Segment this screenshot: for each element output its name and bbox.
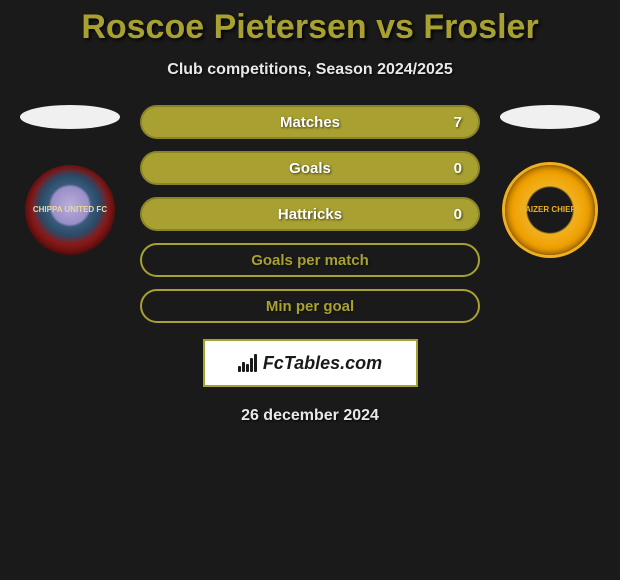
date-text: 26 december 2024 [241, 407, 379, 425]
subtitle: Club competitions, Season 2024/2025 [167, 61, 452, 79]
player1-avatar-placeholder [20, 105, 120, 129]
stat-row-goals: Goals 0 [140, 151, 480, 185]
comparison-container: Roscoe Pietersen vs Frosler Club competi… [0, 0, 620, 580]
player2-avatar-placeholder [500, 105, 600, 129]
bar-chart-icon [238, 354, 257, 372]
team2-badge-label: KAIZER CHIEFS [519, 206, 580, 215]
team1-badge: CHIPPA UNITED FC [25, 165, 115, 255]
main-comparison-area: CHIPPA UNITED FC Matches 7 Goals 0 Hattr… [0, 105, 620, 323]
stat-row-hattricks: Hattricks 0 [140, 197, 480, 231]
stat-row-min-per-goal: Min per goal [140, 289, 480, 323]
player1-name: Roscoe Pietersen [81, 8, 366, 46]
stat-value-right: 7 [454, 114, 462, 131]
brand-text: FcTables.com [263, 353, 382, 374]
player2-name: Frosler [423, 8, 538, 46]
stat-label: Matches [280, 114, 340, 131]
stat-row-matches: Matches 7 [140, 105, 480, 139]
team2-badge: KAIZER CHIEFS [505, 165, 595, 255]
left-column: CHIPPA UNITED FC [20, 105, 120, 255]
stat-label: Hattricks [278, 206, 342, 223]
page-title: Roscoe Pietersen vs Frosler [81, 8, 538, 47]
brand-box[interactable]: FcTables.com [203, 339, 418, 387]
stat-value-right: 0 [454, 206, 462, 223]
stats-column: Matches 7 Goals 0 Hattricks 0 Goals per … [140, 105, 480, 323]
stat-label: Goals per match [251, 252, 369, 269]
right-column: KAIZER CHIEFS [500, 105, 600, 255]
stat-label: Min per goal [266, 298, 354, 315]
vs-separator: vs [376, 8, 414, 46]
stat-value-right: 0 [454, 160, 462, 177]
stat-row-goals-per-match: Goals per match [140, 243, 480, 277]
stat-label: Goals [289, 160, 331, 177]
team1-badge-label: CHIPPA UNITED FC [33, 206, 107, 215]
